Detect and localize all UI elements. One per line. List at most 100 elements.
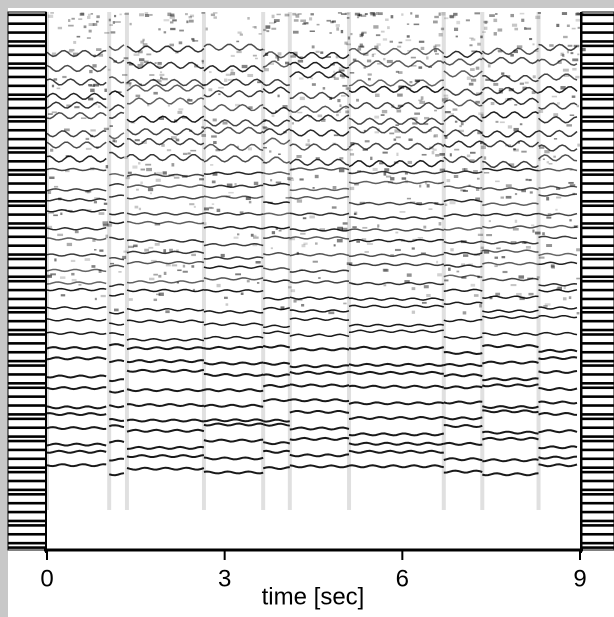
noise [374, 115, 380, 119]
noise [563, 75, 570, 77]
noise [431, 151, 435, 155]
noise [336, 113, 339, 117]
noise [154, 172, 157, 175]
noise [262, 126, 267, 129]
noise [299, 96, 305, 101]
harmonic [46, 281, 107, 285]
noise [479, 142, 483, 145]
harmonic [262, 171, 290, 175]
noise [364, 13, 368, 16]
noise [546, 161, 550, 164]
harmonic [289, 436, 350, 441]
harmonic [126, 359, 205, 364]
noise [386, 59, 393, 64]
harmonic [481, 130, 539, 138]
noise [245, 196, 251, 201]
noise [475, 187, 480, 191]
harmonic [126, 260, 205, 265]
piano-key [8, 253, 46, 256]
noise [383, 268, 389, 272]
noise [222, 121, 228, 125]
noise [538, 256, 545, 259]
noise [456, 20, 461, 25]
harmonic [109, 173, 125, 177]
harmonic [482, 315, 539, 319]
harmonic [203, 403, 264, 408]
noise [230, 69, 234, 72]
piano-key [8, 191, 46, 194]
harmonic [108, 359, 125, 364]
noise [510, 53, 514, 57]
noise [468, 184, 471, 187]
noise [154, 62, 157, 64]
noise [470, 78, 477, 82]
noise [112, 139, 115, 143]
noise [521, 241, 528, 244]
harmonic [46, 287, 107, 292]
noise [293, 51, 298, 55]
noise [339, 74, 346, 77]
noise [496, 247, 501, 250]
noise [395, 70, 399, 73]
noise [236, 145, 240, 149]
noise [519, 123, 523, 126]
noise [302, 217, 307, 220]
piano-key [8, 13, 46, 17]
noise [375, 93, 380, 98]
piano-key [582, 541, 614, 545]
x-tick-label: 0 [40, 565, 53, 592]
noise [239, 33, 243, 36]
harmonic [289, 296, 350, 300]
noise [449, 14, 455, 19]
noise [288, 178, 295, 181]
noise [320, 51, 324, 54]
noise [328, 311, 335, 315]
harmonic [538, 252, 578, 257]
noise [418, 99, 423, 102]
piano-key [8, 115, 46, 119]
noise [146, 53, 152, 56]
noise [90, 13, 94, 15]
noise [463, 254, 469, 257]
noise [87, 13, 91, 16]
noise [78, 18, 83, 21]
noise [363, 52, 369, 56]
piano-key [582, 151, 614, 154]
piano-key [582, 532, 614, 536]
noise [448, 14, 453, 18]
noise [454, 148, 460, 151]
piano-key [582, 62, 614, 65]
noise [203, 207, 209, 211]
noise [62, 75, 67, 79]
piano-key [8, 457, 46, 461]
harmonic [46, 64, 107, 73]
noise [70, 259, 76, 263]
harmonic [443, 70, 483, 78]
piano-key [582, 191, 614, 194]
noise [305, 143, 311, 147]
noise [88, 23, 95, 27]
noise [339, 157, 344, 160]
noise [239, 211, 244, 214]
harmonic [263, 60, 291, 68]
noise [571, 27, 576, 30]
noise [138, 207, 142, 211]
piano-key [582, 382, 614, 385]
noise [94, 197, 101, 199]
noise [461, 168, 466, 171]
noise [108, 18, 111, 22]
noise [494, 256, 499, 259]
noise [521, 18, 525, 22]
noise [128, 298, 133, 301]
piano-key [8, 466, 46, 469]
noise [96, 15, 100, 19]
noise [314, 242, 318, 245]
noise [336, 238, 343, 243]
noise [193, 205, 196, 208]
noise [340, 29, 344, 34]
noise [557, 60, 562, 64]
piano-key [8, 53, 46, 57]
noise [352, 226, 357, 228]
noise [293, 19, 299, 22]
